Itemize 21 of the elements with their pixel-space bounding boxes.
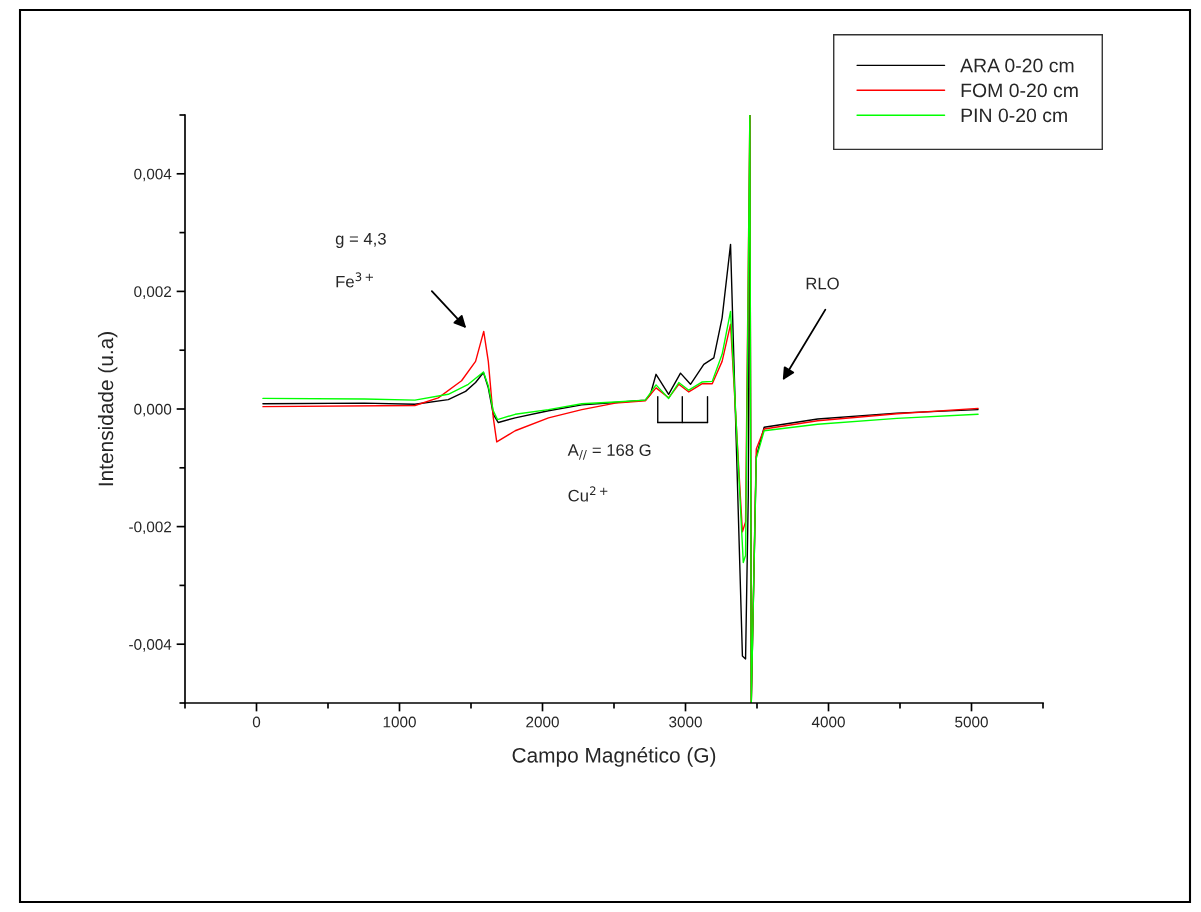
y-tick-label: 0,002 — [134, 286, 172, 299]
legend-label: FOM 0-20 cm — [961, 83, 1078, 98]
legend-label: PIN 0-20 cm — [961, 108, 1067, 123]
y-tick-label: 0,004 — [134, 168, 172, 182]
x-tick-label: 2000 — [526, 716, 559, 728]
y-tick-label: -0,004 — [129, 639, 172, 652]
annotation: Cu$^{2+}$ — [568, 486, 608, 502]
x-tick-label: 3000 — [669, 716, 702, 728]
annotation: g = 4,3 — [335, 232, 386, 249]
annotation: RLO — [806, 277, 839, 290]
y-tick-label: -0,002 — [129, 521, 172, 535]
y-tick-label: 0,000 — [134, 403, 172, 417]
annotation: Fe$^{3+}$ — [336, 272, 373, 288]
x-tick-label: 5000 — [955, 716, 988, 728]
x-tick-label: 0 — [252, 716, 261, 728]
x-axis-title: Campo Magnético (G) — [512, 747, 716, 767]
x-tick-label: 4000 — [811, 716, 845, 728]
x-tick-label: 1000 — [383, 716, 416, 728]
y-axis-title: Intensidade (u.a) — [97, 332, 118, 486]
legend-label: ARA 0-20 cm — [960, 58, 1074, 73]
annotation: A$_{//}$ = 168 G — [567, 444, 651, 460]
